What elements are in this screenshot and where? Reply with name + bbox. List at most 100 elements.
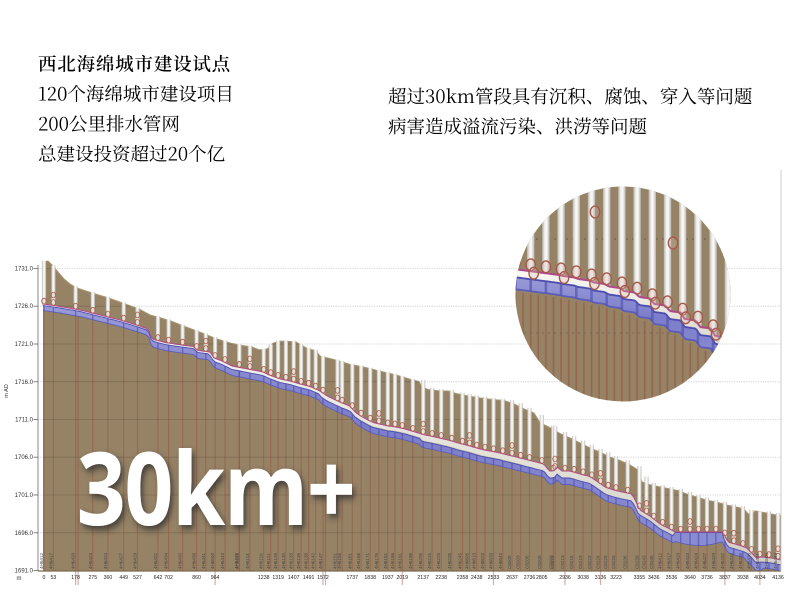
svg-text:4H6136: 4H6136 <box>296 552 301 569</box>
svg-text:4H6113: 4H6113 <box>234 553 239 569</box>
svg-text:53: 53 <box>51 575 57 581</box>
svg-text:860: 860 <box>192 575 201 581</box>
svg-text:4H6215: 4H6215 <box>427 552 432 569</box>
svg-text:4H6445: 4H6445 <box>234 552 239 569</box>
svg-text:4H6133: 4H6133 <box>289 552 294 569</box>
svg-text:3640: 3640 <box>684 575 696 581</box>
svg-text:4H6500: 4H6500 <box>764 552 769 569</box>
svg-text:4H6138: 4H6138 <box>304 552 309 569</box>
svg-text:2238: 2238 <box>435 575 447 581</box>
svg-text:964: 964 <box>211 575 220 581</box>
svg-text:2805: 2805 <box>536 575 548 581</box>
svg-text:4H6432: 4H6432 <box>153 552 158 569</box>
svg-text:2137: 2137 <box>417 575 429 581</box>
svg-text:4H6417: 4H6417 <box>667 552 672 569</box>
svg-text:C8216: C8216 <box>569 555 574 569</box>
svg-text:4H6412: 4H6412 <box>39 552 44 569</box>
svg-text:642: 642 <box>154 575 163 581</box>
svg-text:4H6235: 4H6235 <box>447 552 452 569</box>
svg-text:4H6434: 4H6434 <box>729 552 734 569</box>
svg-text:3355: 3355 <box>634 575 646 581</box>
svg-text:360: 360 <box>104 575 113 581</box>
svg-text:4H6225: 4H6225 <box>436 552 441 569</box>
svg-text:4H6500: 4H6500 <box>210 552 215 569</box>
svg-text:C8210: C8210 <box>550 555 555 569</box>
svg-text:C8236: C8236 <box>623 555 628 569</box>
svg-text:4H6427: 4H6427 <box>702 552 707 569</box>
svg-text:1731.0: 1731.0 <box>15 267 34 273</box>
svg-text:1491: 1491 <box>303 575 315 581</box>
svg-text:1701.0: 1701.0 <box>15 493 34 499</box>
svg-text:4H6444: 4H6444 <box>773 552 778 569</box>
svg-text:C8239: C8239 <box>634 555 639 569</box>
svg-text:4H6444: 4H6444 <box>220 552 225 569</box>
svg-text:4H6186: 4H6186 <box>390 552 395 569</box>
svg-text:4034: 4034 <box>754 575 766 581</box>
svg-text:C8219: C8219 <box>578 555 583 569</box>
svg-text:4H6161: 4H6161 <box>347 552 352 569</box>
svg-text:4H6126: 4H6126 <box>273 552 278 569</box>
svg-text:4H6142: 4H6142 <box>311 552 316 569</box>
svg-text:4H6613: 4H6613 <box>472 552 477 569</box>
svg-text:4H6438: 4H6438 <box>746 552 751 569</box>
svg-text:1407: 1407 <box>288 575 300 581</box>
svg-text:4H6412: 4H6412 <box>658 552 663 569</box>
svg-text:4H6420: 4H6420 <box>676 552 681 569</box>
svg-text:1937: 1937 <box>382 575 394 581</box>
svg-text:4H6427: 4H6427 <box>119 552 124 569</box>
svg-text:4H6623: 4H6623 <box>480 552 485 569</box>
svg-text:4H6429: 4H6429 <box>711 552 716 569</box>
svg-text:4H6605: 4H6605 <box>465 552 470 569</box>
svg-text:4H6118: 4H6118 <box>259 553 264 569</box>
svg-text:2438: 2438 <box>471 575 483 581</box>
svg-text:4H6191: 4H6191 <box>397 552 402 569</box>
svg-text:C8213: C8213 <box>560 555 565 569</box>
svg-text:4H6166: 4H6166 <box>356 552 361 569</box>
svg-text:C8208: C8208 <box>537 555 542 569</box>
svg-text:4H6205: 4H6205 <box>418 552 423 569</box>
svg-text:C8209: C8209 <box>548 555 553 569</box>
svg-text:275: 275 <box>88 575 97 581</box>
svg-text:1319: 1319 <box>272 575 284 581</box>
svg-text:4H6435: 4H6435 <box>178 552 183 569</box>
svg-text:4H6130: 4H6130 <box>281 552 286 569</box>
svg-text:702: 702 <box>164 575 173 581</box>
svg-text:527: 527 <box>133 575 142 581</box>
svg-text:4H6156: 4H6156 <box>337 552 342 569</box>
svg-text:4H6435: 4H6435 <box>738 552 743 569</box>
svg-text:4H6424: 4H6424 <box>103 552 108 569</box>
svg-text:3136: 3136 <box>595 575 607 581</box>
svg-text:0: 0 <box>43 575 46 581</box>
svg-text:4H6196: 4H6196 <box>408 552 413 569</box>
svg-text:3436: 3436 <box>648 575 660 581</box>
svg-text:3938: 3938 <box>737 575 749 581</box>
svg-text:C8203: C8203 <box>516 555 521 569</box>
svg-text:4H6423: 4H6423 <box>685 552 690 569</box>
svg-text:4H6171: 4H6171 <box>365 552 370 569</box>
svg-text:1716.0: 1716.0 <box>15 380 34 386</box>
svg-text:4H6424: 4H6424 <box>694 552 699 569</box>
svg-text:C8200: C8200 <box>507 555 512 569</box>
svg-text:4H6432: 4H6432 <box>720 552 725 569</box>
svg-text:1696.0: 1696.0 <box>15 531 34 537</box>
svg-text:3038: 3038 <box>577 575 589 581</box>
svg-text:4H6114: 4H6114 <box>245 553 250 569</box>
svg-text:C8233: C8233 <box>611 555 616 569</box>
svg-text:4H6245: 4H6245 <box>458 552 463 569</box>
svg-text:4H6633: 4H6633 <box>489 552 494 569</box>
svg-text:C8226: C8226 <box>596 555 601 569</box>
svg-text:2019: 2019 <box>397 575 409 581</box>
svg-text:1706.0: 1706.0 <box>15 455 34 461</box>
svg-text:C8206: C8206 <box>525 555 530 569</box>
svg-text:1711.0: 1711.0 <box>15 418 34 424</box>
svg-text:m: m <box>17 576 22 582</box>
svg-text:4H6429: 4H6429 <box>133 552 138 569</box>
svg-text:4H6438: 4H6438 <box>192 552 197 569</box>
svg-text:178: 178 <box>71 575 80 581</box>
svg-text:4H6420: 4H6420 <box>71 552 76 569</box>
svg-text:1238: 1238 <box>258 575 270 581</box>
svg-text:1726.0: 1726.0 <box>15 304 34 310</box>
svg-text:2533: 2533 <box>488 575 500 581</box>
svg-text:4H6643: 4H6643 <box>498 552 503 569</box>
svg-text:4136: 4136 <box>772 575 784 581</box>
